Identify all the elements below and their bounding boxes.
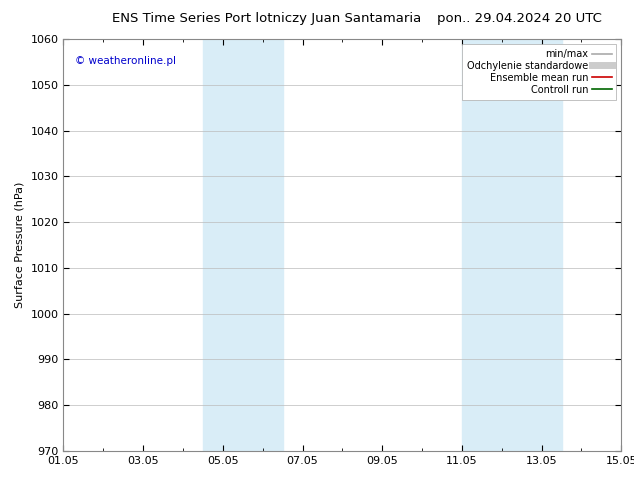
Bar — [462, 39, 562, 451]
Text: © weatheronline.pl: © weatheronline.pl — [75, 56, 176, 66]
Text: ENS Time Series Port lotniczy Juan Santamaria: ENS Time Series Port lotniczy Juan Santa… — [112, 12, 421, 25]
Text: pon.. 29.04.2024 20 UTC: pon.. 29.04.2024 20 UTC — [437, 12, 602, 25]
Y-axis label: Surface Pressure (hPa): Surface Pressure (hPa) — [15, 182, 25, 308]
Legend: min/max, Odchylenie standardowe, Ensemble mean run, Controll run: min/max, Odchylenie standardowe, Ensembl… — [462, 44, 616, 99]
Bar — [203, 39, 283, 451]
